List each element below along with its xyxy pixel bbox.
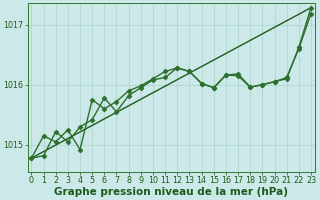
X-axis label: Graphe pression niveau de la mer (hPa): Graphe pression niveau de la mer (hPa): [54, 187, 288, 197]
